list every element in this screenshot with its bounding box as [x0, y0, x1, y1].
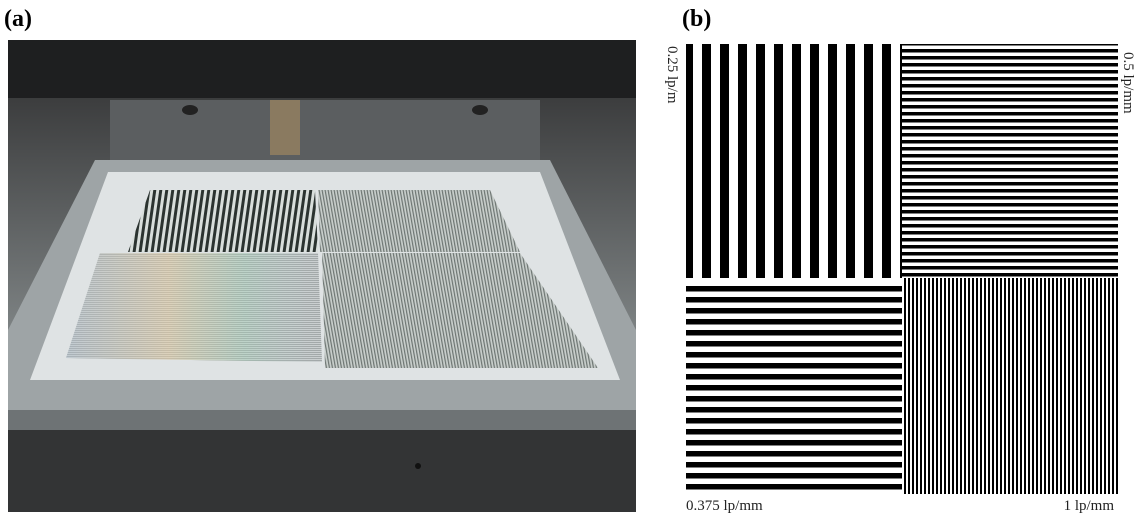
panel-label: (b): [682, 6, 711, 32]
photo: [8, 40, 636, 512]
quadrant-label: 0.25 lp/m: [664, 46, 680, 104]
quadrant-label: 0.375 lp/mm: [686, 498, 763, 514]
quadrant-label: 0.5 lp/mm: [1120, 52, 1136, 114]
quadrant-label: 1 lp/mm: [1064, 498, 1115, 514]
figure: (a) (b) 0.25 lp/m 0.5 lp/mm 0.375 lp/mm …: [0, 0, 1140, 516]
resolution-target: [686, 44, 1118, 494]
page: (a) (b) 0.25 lp/m 0.5 lp/mm 0.375 lp/mm …: [0, 0, 1140, 516]
panel-label: (a): [4, 6, 32, 32]
